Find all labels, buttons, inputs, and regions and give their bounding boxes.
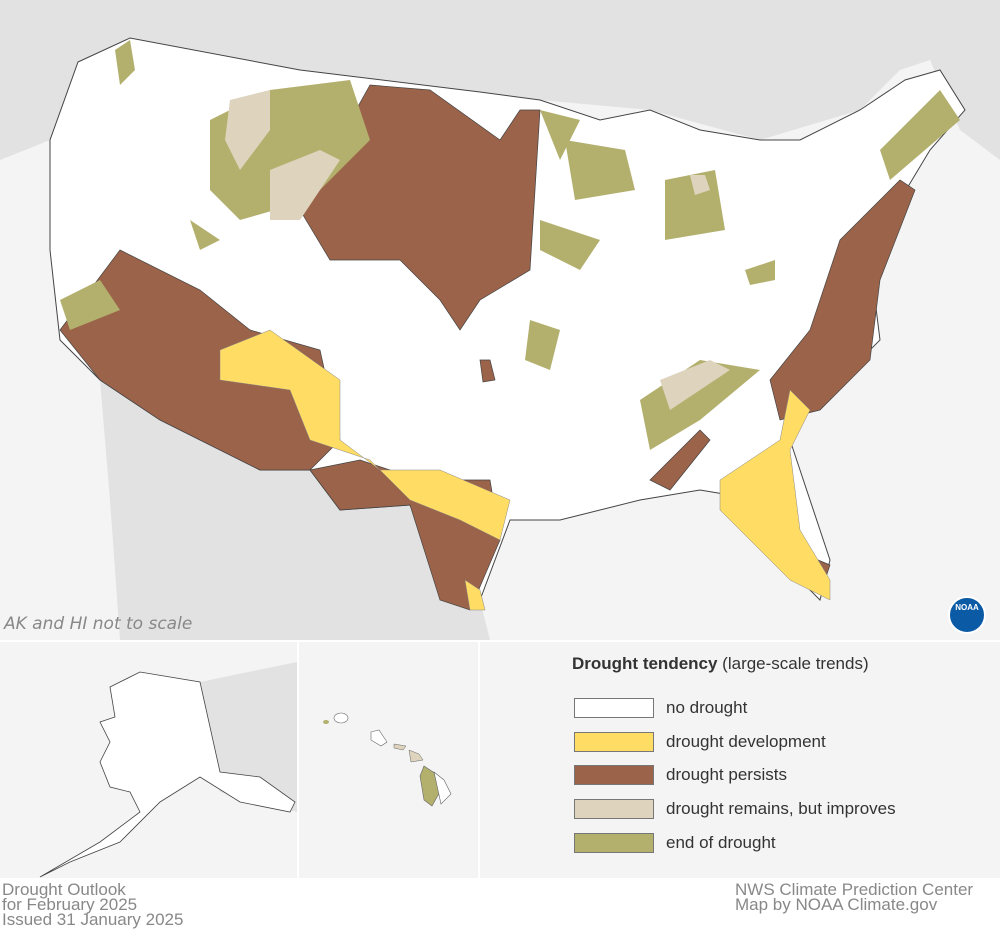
noaa-logo: NOAA	[948, 596, 986, 634]
legend-item-no-drought: no drought	[574, 697, 747, 719]
hawaii-inset	[299, 642, 478, 878]
drought-development-areas	[219, 329, 831, 611]
conus-map: AK and HI not to scale NOAA	[0, 0, 1000, 640]
legend-swatch	[574, 732, 654, 752]
mexico-land	[100, 380, 490, 640]
legend-title-bold: Drought tendency	[572, 654, 718, 673]
legend-title: Drought tendency (large-scale trends)	[572, 654, 869, 674]
map-credit: Map by NOAA Climate.gov	[735, 895, 938, 914]
legend-item-improves: drought remains, but improves	[574, 798, 896, 820]
legend-label: end of drought	[666, 833, 776, 852]
legend-swatch	[574, 765, 654, 785]
legend: Drought tendency (large-scale trends) no…	[480, 642, 1000, 878]
legend-swatch	[574, 698, 654, 718]
alaska-svg	[39, 662, 297, 878]
issue-date: Issued 31 January 2025	[2, 910, 184, 929]
hawaii-svg	[323, 712, 452, 807]
source-credit: NWS Climate Prediction Center	[735, 880, 974, 899]
footer-left: Drought Outlook for February 2025 Issued…	[2, 880, 184, 929]
legend-swatch	[574, 799, 654, 819]
legend-label: drought persists	[666, 765, 787, 784]
outlook-period: for February 2025	[2, 895, 138, 914]
alaska-land	[39, 671, 296, 878]
drought-improves-areas	[225, 90, 730, 410]
alaska-inset	[0, 642, 297, 878]
map-note: AK and HI not to scale	[4, 614, 193, 634]
legend-label: no drought	[666, 698, 748, 717]
legend-item-end: end of drought	[574, 832, 776, 854]
legend-label: drought development	[666, 732, 826, 751]
outlook-title: Drought Outlook	[2, 880, 126, 899]
footer-right: NWS Climate Prediction Center Map by NOA…	[735, 880, 974, 914]
legend-title-rest: (large-scale trends)	[717, 654, 869, 673]
legend-swatch	[574, 833, 654, 853]
conus-svg	[0, 0, 1000, 640]
legend-label: drought remains, but improves	[666, 799, 896, 818]
canada-land	[0, 0, 1000, 160]
legend-item-persists: drought persists	[574, 764, 787, 786]
legend-item-development: drought development	[574, 731, 826, 753]
